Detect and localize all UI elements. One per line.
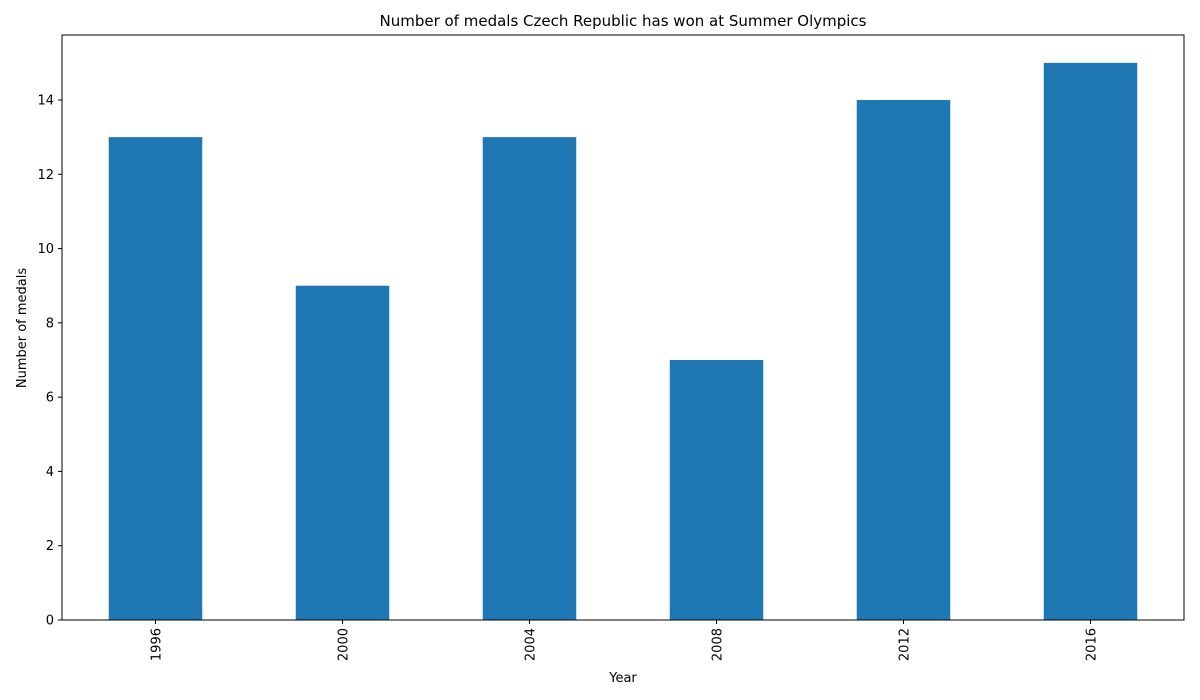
x-axis: 1996 2000 2004 2008 2012 2016 [150,620,1100,661]
x-axis-label: Year [608,671,637,686]
bar-1996 [108,137,203,620]
x-tick-label-2008: 2008 [711,628,726,661]
chart-title: Number of medals Czech Republic has won … [379,12,866,30]
bar-2008 [669,360,764,620]
x-tick-label-2016: 2016 [1085,628,1100,661]
x-tick-label-1996: 1996 [150,628,165,661]
x-tick-label-2004: 2004 [524,628,539,661]
y-tick-label-0: 0 [46,614,54,629]
y-tick-label-6: 6 [46,391,54,406]
x-tick-label-2012: 2012 [898,628,913,661]
y-tick-label-4: 4 [46,465,54,480]
y-axis-label: Number of medals [15,268,30,389]
y-tick-label-14: 14 [37,94,54,109]
y-tick-label-2: 2 [46,539,54,554]
y-tick-label-10: 10 [37,242,54,257]
bars-group [108,62,1138,621]
bar-2000 [295,285,390,620]
y-tick-label-12: 12 [37,168,54,183]
y-axis: 0 2 4 6 8 10 12 14 [37,94,62,629]
plot-frame [61,34,1185,621]
bar-2016 [1043,62,1138,621]
y-tick-label-8: 8 [46,316,54,331]
bar-2012 [856,100,951,620]
x-tick-label-2000: 2000 [337,628,352,661]
bar-2004 [482,137,577,620]
